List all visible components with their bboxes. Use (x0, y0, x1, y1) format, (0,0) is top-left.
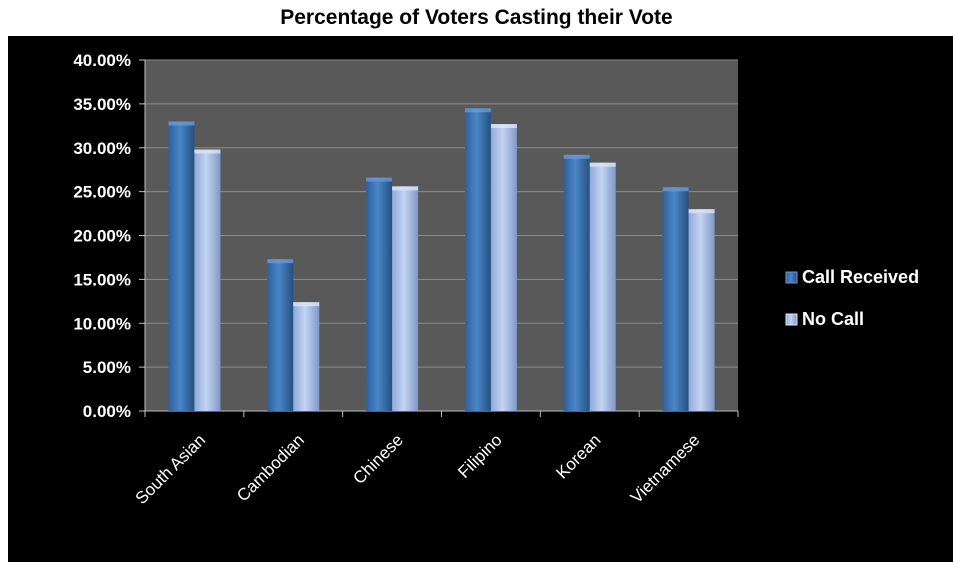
chart-title: Percentage of Voters Casting their Vote (280, 6, 673, 29)
bar-cap (490, 124, 517, 129)
bar-call-received (563, 154, 590, 411)
bar-cap (589, 162, 616, 167)
y-tick-label: 10.00% (73, 314, 131, 333)
bar-chart: 0.00% 5.00% 10.00% 15.00% 20.00% 25.00% 30.00%… (73, 51, 919, 508)
bar-cap (194, 149, 221, 154)
bar-cap (688, 209, 715, 214)
y-tick-label: 20.00% (73, 227, 131, 246)
legend-label: Call Received (802, 267, 919, 287)
y-tick-label: 5.00% (83, 358, 131, 377)
bar-call-received (168, 121, 195, 412)
bar-cap (267, 259, 294, 264)
bar-cap (662, 187, 689, 192)
bar-cap (464, 108, 491, 113)
bar-no-call (293, 302, 320, 411)
bar-cap (293, 302, 320, 307)
bar-cap (366, 177, 393, 182)
bar-no-call (490, 124, 517, 412)
bar-no-call (589, 162, 616, 411)
bar-cap (392, 186, 419, 191)
bar-call-received (464, 108, 491, 411)
bar-no-call (688, 209, 715, 411)
legend-swatch (785, 313, 798, 326)
x-tick-label: Filipino (454, 430, 506, 482)
bar-call-received (662, 187, 689, 411)
bar-call-received (267, 259, 294, 411)
x-tick-label: Chinese (349, 430, 407, 488)
y-tick-label: 15.00% (73, 270, 131, 289)
y-tick-label: 35.00% (73, 95, 131, 114)
bar-no-call (392, 186, 419, 411)
y-tick-label: 40.00% (73, 51, 131, 70)
x-tick-label: South Asian (132, 430, 210, 508)
x-tick-label: Vietnamese (627, 430, 704, 507)
bar-call-received (366, 177, 393, 411)
x-tick-label: Cambodian (233, 430, 308, 505)
x-tick-label: Korean (552, 430, 604, 482)
y-tick-label: 0.00% (83, 402, 131, 421)
y-tick-label: 25.00% (73, 183, 131, 202)
bar-cap (563, 154, 590, 159)
legend-label: No Call (802, 309, 864, 329)
legend-swatch (785, 271, 798, 284)
bar-no-call (194, 149, 221, 411)
y-tick-label: 30.00% (73, 139, 131, 158)
bar-cap (168, 121, 195, 126)
